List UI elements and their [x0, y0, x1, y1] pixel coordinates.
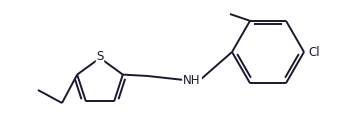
Text: S: S: [96, 50, 104, 63]
Text: NH: NH: [183, 73, 201, 87]
Text: Cl: Cl: [308, 45, 319, 58]
